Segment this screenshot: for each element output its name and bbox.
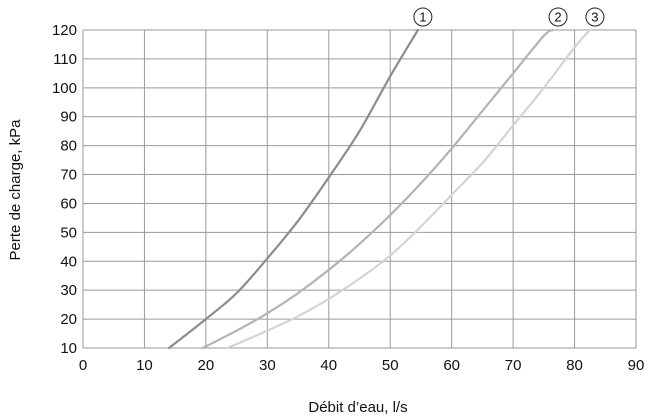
x-tick-label: 0 [79, 357, 87, 374]
y-axis-title: Perte de charge, kPa [7, 119, 24, 261]
series-line-2 [201, 28, 555, 350]
series-line-3 [226, 28, 591, 350]
series-marker-circle [413, 7, 433, 27]
series-markers: 1 2 3 [413, 7, 605, 27]
y-tick-label: 20 [60, 311, 77, 328]
x-tick-label: 20 [198, 357, 215, 374]
x-axis-title: Débit d’eau, l/s [308, 399, 407, 416]
y-axis-ticks: 10 20 30 40 50 60 70 80 90 100 110 120 [52, 22, 77, 357]
y-tick-label: 70 [60, 167, 77, 184]
series-marker-3: 3 [585, 7, 605, 27]
x-tick-label: 40 [320, 357, 337, 374]
y-tick-label: 40 [60, 253, 77, 270]
x-tick-label: 10 [136, 357, 153, 374]
series-marker-2: 2 [548, 7, 568, 27]
x-tick-label: 30 [259, 357, 276, 374]
y-tick-label: 10 [60, 340, 77, 357]
y-tick-label: 60 [60, 195, 77, 212]
y-tick-label: 110 [53, 51, 77, 68]
x-tick-label: 70 [505, 357, 522, 374]
series-marker-1: 1 [413, 7, 433, 27]
x-tick-label: 50 [382, 357, 399, 374]
y-tick-label: 100 [52, 80, 77, 97]
y-tick-label: 120 [52, 22, 77, 39]
x-tick-label: 60 [443, 357, 460, 374]
y-tick-label: 50 [60, 224, 77, 241]
series-lines [167, 28, 591, 350]
series-marker-label: 2 [554, 10, 561, 25]
x-axis-ticks: 0 10 20 30 40 50 60 70 80 90 [79, 357, 645, 374]
series-marker-circle [585, 7, 605, 27]
y-tick-label: 30 [60, 282, 77, 299]
x-tick-label: 80 [566, 357, 583, 374]
series-line-1 [167, 28, 419, 350]
y-tick-label: 90 [60, 109, 77, 126]
series-marker-circle [548, 7, 568, 27]
grid [82, 29, 637, 349]
series-marker-label: 3 [591, 10, 598, 25]
series-marker-label: 1 [419, 10, 426, 25]
x-tick-label: 90 [628, 357, 645, 374]
y-tick-label: 80 [60, 138, 77, 155]
